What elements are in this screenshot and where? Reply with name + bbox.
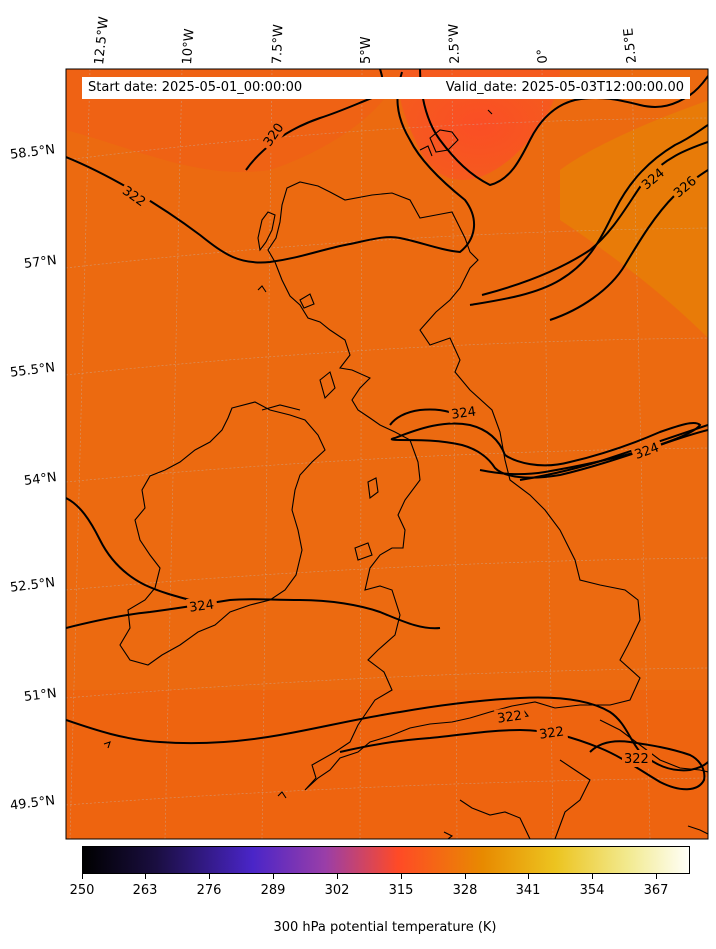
contour-320-north: [66, 71, 476, 264]
start-date-label: Start date: 2025-05-01_00:00:00: [88, 80, 303, 95]
date-info-box: Start date: 2025-05-01_00:00:00 Valid_da…: [82, 77, 690, 99]
colorbar-tick: [145, 874, 146, 879]
contour-322-south: [66, 696, 708, 772]
contour-324-east-lower: [479, 429, 708, 476]
contour-322-mid: [469, 124, 708, 306]
contour-label: 324: [188, 597, 215, 615]
colorbar-tick: [209, 874, 210, 879]
contour-324-ne: [481, 141, 708, 296]
colorbar-tick-label: 354: [579, 883, 605, 898]
valid-date-label: Valid_date: 2025-05-03T12:00:00.00: [445, 80, 684, 95]
lon-label: 5°W: [359, 36, 374, 64]
colorbar-tick-label: 302: [324, 883, 350, 898]
colorbar-tick-label: 328: [452, 883, 478, 898]
contour-label: 324: [450, 404, 477, 422]
contour-label: 322: [496, 708, 523, 726]
contour-322-channel: [339, 728, 706, 791]
contour-labels: 320 322 324 326 324 324 324 322 322 322: [117, 121, 703, 767]
colorbar-tick-label: 367: [643, 883, 669, 898]
lon-label: 7.5°W: [270, 23, 287, 65]
contour-322-east: [419, 69, 708, 187]
colorbar-tick-label: 315: [388, 883, 414, 898]
map-frame: [65, 68, 709, 840]
coastline-orkney: [429, 129, 459, 153]
contour-label: 322: [624, 752, 649, 767]
field-northeast-warm: [560, 100, 708, 339]
lon-label: 0°: [534, 48, 551, 64]
coastline-continent: [599, 719, 708, 773]
contour-label: 322: [538, 724, 565, 742]
colorbar-tick: [401, 874, 402, 879]
colorbar-tick: [528, 874, 529, 879]
colorbar: [82, 846, 690, 874]
coastline-isle-of-man: [367, 477, 379, 500]
colorbar-tick: [465, 874, 466, 879]
colorbar-tick-label: 289: [260, 883, 286, 898]
lon-label: 2.5°W: [446, 23, 463, 64]
colorbar-tick: [592, 874, 593, 879]
colorbar-tick: [337, 874, 338, 879]
contour-324-west-2: [66, 497, 191, 601]
contour-324-band: [390, 422, 702, 479]
coastline-ireland: [119, 401, 326, 666]
lon-label: 10°W: [180, 28, 198, 66]
colorbar-tick-label: 341: [515, 883, 541, 898]
colorbar-tick: [82, 874, 83, 879]
contour-324-west: [66, 598, 441, 630]
colorbar-tick: [273, 874, 274, 879]
colorbar-tick-label: 276: [196, 883, 222, 898]
coastline-western-isles: [257, 211, 276, 252]
colorbar-tick: [656, 874, 657, 879]
colorbar-tick-label: 263: [132, 883, 158, 898]
colorbar-title: 300 hPa potential temperature (K): [273, 920, 497, 935]
colorbar-tick-label: 250: [69, 883, 95, 898]
